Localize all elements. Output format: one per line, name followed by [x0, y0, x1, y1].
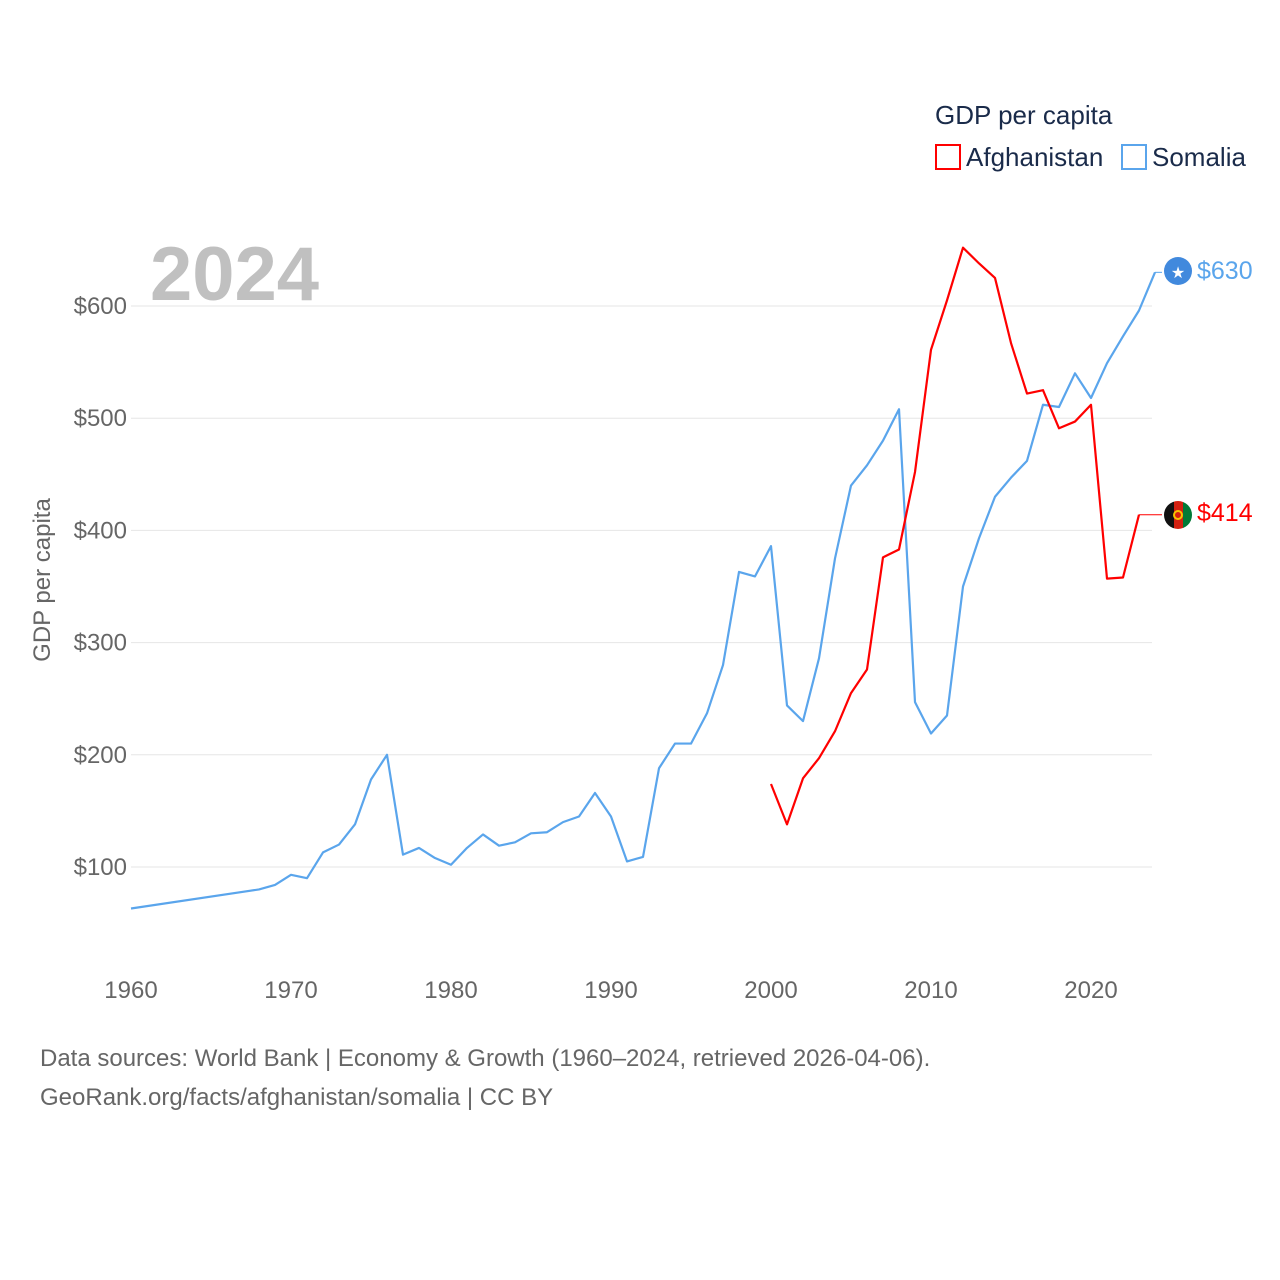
- y-tick-label: $100: [74, 854, 127, 881]
- footer-sources: Data sources: World Bank | Economy & Gro…: [40, 1045, 931, 1072]
- legend-swatch-afghanistan: [935, 144, 961, 170]
- x-tick-label: 2010: [904, 977, 957, 1004]
- x-tick-label: 1970: [264, 977, 317, 1004]
- x-tick-label: 2000: [744, 977, 797, 1004]
- somalia-flag-icon: [1164, 257, 1192, 285]
- legend-item-somalia[interactable]: Somalia: [1121, 142, 1246, 172]
- series-line-somalia: [130, 271, 1157, 910]
- y-tick-label: $300: [74, 630, 127, 657]
- afghanistan-end-label: $414: [1197, 499, 1253, 527]
- y-tick-label: $400: [74, 517, 127, 544]
- y-tick-label: $500: [74, 405, 127, 432]
- somalia-end-label: $630: [1197, 257, 1253, 285]
- legend-title: GDP per capita: [935, 100, 1113, 130]
- year-label: 2024: [150, 232, 319, 317]
- star-icon: ★: [1171, 265, 1185, 282]
- y-tick-label: $600: [74, 293, 127, 320]
- x-tick-label: 1990: [584, 977, 637, 1004]
- somalia-end-marker: ★ $630: [1164, 257, 1253, 285]
- footer-link[interactable]: GeoRank.org/facts/afghanistan/somalia | …: [40, 1084, 554, 1111]
- y-tick-label: $200: [74, 742, 127, 769]
- legend-item-afghanistan[interactable]: Afghanistan: [935, 142, 1103, 172]
- x-tick-label: 1960: [104, 977, 157, 1004]
- series-line-afghanistan: [769, 246, 1141, 826]
- x-tick-label: 1980: [424, 977, 477, 1004]
- afghanistan-end-marker: $414: [1164, 499, 1253, 529]
- y-axis-label: GDP per capita: [29, 498, 56, 662]
- legend-label-afghanistan: Afghanistan: [966, 142, 1103, 172]
- x-tick-label: 2020: [1064, 977, 1117, 1004]
- legend-label-somalia: Somalia: [1152, 142, 1246, 172]
- afghanistan-flag-icon: [1164, 501, 1192, 529]
- legend-swatch-somalia: [1121, 144, 1147, 170]
